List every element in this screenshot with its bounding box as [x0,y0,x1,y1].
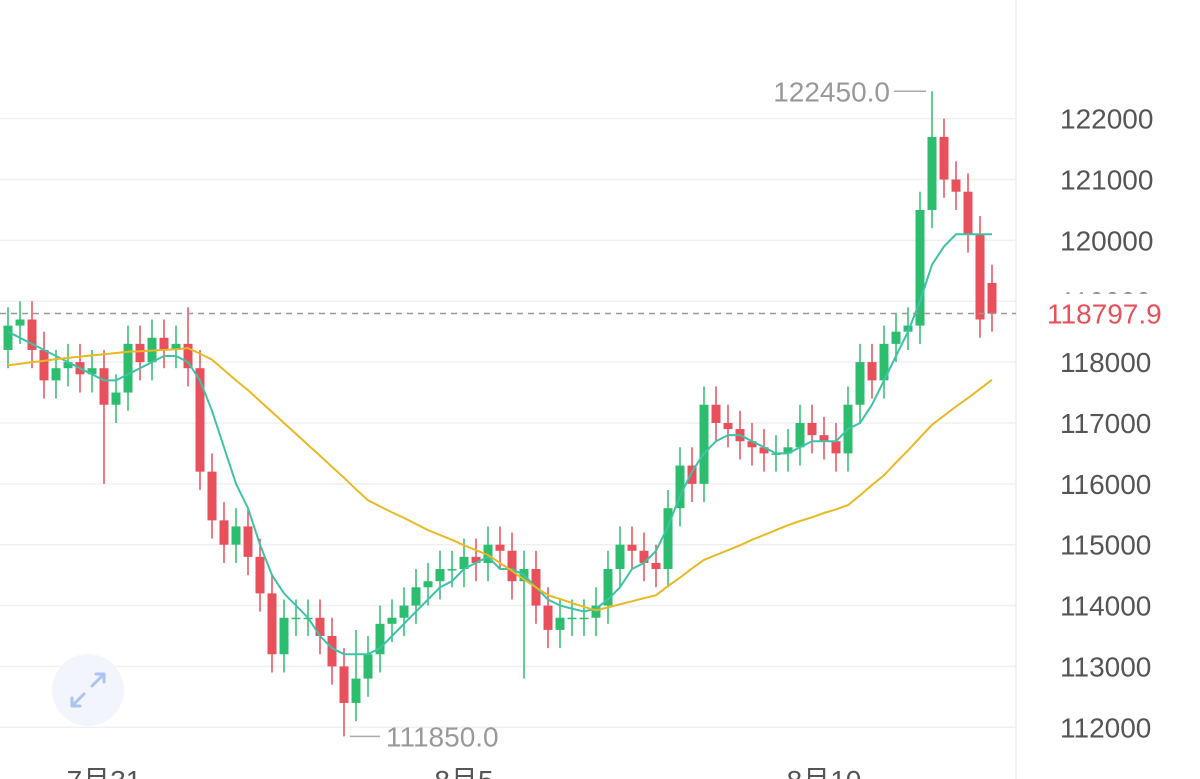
candle-body [699,404,709,484]
candle-body [435,569,445,582]
y-tick-label: 118000 [1060,347,1151,378]
candle-body [591,605,601,618]
expand-button-bg[interactable] [52,654,124,726]
candle-body [339,666,349,703]
candle-body [855,362,865,405]
candle-body [903,325,913,332]
y-tick-label: 115000 [1060,530,1151,561]
candle-body [447,569,457,571]
candle-body [951,179,961,192]
candle-body [783,447,793,454]
x-tick-label: 8月5 [434,765,493,779]
y-tick-label: 121000 [1060,165,1153,196]
y-tick-label: 112000 [1060,712,1151,743]
ma-line [7,233,992,656]
candle-body [663,508,673,570]
expand-icon[interactable] [70,672,106,708]
y-tick-label: 116000 [1060,469,1151,500]
y-tick-label: 113000 [1060,651,1151,682]
candle-body [747,441,757,448]
candle-body [387,617,397,624]
candle-body [159,337,169,350]
y-tick-label: 114000 [1060,591,1151,622]
candle-body [579,617,589,620]
candle-body [927,136,937,210]
candle-body [987,282,997,314]
candle-body [495,544,505,551]
candle-body [123,343,133,393]
candle-body [867,362,877,381]
candle-body [351,678,361,703]
candle-body [939,136,949,180]
candle-body [363,654,373,679]
candle-body [651,562,661,570]
candle-body [891,331,901,344]
candle-body [807,422,817,436]
x-tick-label: 7月31 [67,765,142,779]
candle-body [51,368,61,381]
candle-body [255,556,265,594]
candle-body [195,368,205,472]
candle-body [831,441,841,454]
y-tick-label: 120000 [1060,225,1153,256]
candle-body [375,623,385,655]
candle-body [975,234,985,320]
candle-body [555,617,565,630]
candle-body [87,368,97,375]
current-price-box [1038,293,1200,334]
candle-body [231,526,241,545]
candle-body [687,465,697,484]
candle-body [183,343,193,369]
expand-button[interactable] [52,654,124,726]
candle-body [423,581,433,588]
candle-body [603,569,613,606]
candle-body [675,465,685,509]
high-annotation: 122450.0 [773,76,890,107]
candle-body [411,587,421,606]
candle-body [471,556,481,563]
candle-body [315,617,325,636]
candle-body [711,404,721,423]
ma-line [7,347,993,612]
candle-body [207,471,217,521]
candle-body [759,447,769,454]
candle-body [963,191,973,235]
candle-body [723,422,733,430]
candle-body [267,593,277,655]
candle-body [99,368,109,405]
candle-body [567,617,577,620]
candle-body [63,362,73,369]
candle-body [627,544,637,551]
candle-body [879,343,889,381]
candle-body [399,605,409,618]
candle-body [15,319,25,326]
candle-body [39,349,49,381]
candle-body [27,319,37,350]
candle-body [279,617,289,655]
candle-body [615,544,625,570]
candle-body [543,605,553,630]
candle-body [483,544,493,563]
candle-body [459,556,469,570]
candle-body [3,325,13,350]
candle-body [507,550,517,582]
x-tick-label: 8月10 [787,765,862,779]
candle-body [171,343,181,350]
candle-body [819,435,829,442]
candle-body [135,343,145,363]
low-annotation: 111850.0 [386,721,499,752]
candle-body [795,422,805,448]
current-price-label: 118797.9 [1047,299,1162,330]
candle-body [639,550,649,563]
candle-body [915,209,925,326]
candle-body [327,635,337,667]
candle-body [219,520,229,545]
y-tick-label: 122000 [1060,104,1153,135]
candle-body [243,526,253,557]
candle-body [111,392,121,405]
y-tick-label: 117000 [1060,408,1151,439]
candle-body [291,617,301,620]
